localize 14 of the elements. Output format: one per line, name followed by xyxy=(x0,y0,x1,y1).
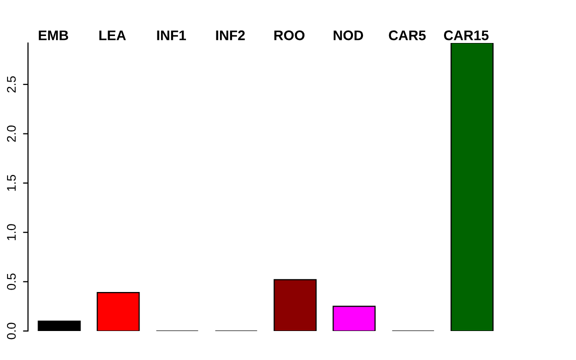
x-tick-label: EMB xyxy=(38,30,68,40)
x-tick-label: INF1 xyxy=(157,30,186,40)
x-tick-label: NOD xyxy=(334,30,364,40)
x-tick-label: CAR15 xyxy=(444,30,489,40)
x-tick-label: LEA xyxy=(99,30,126,40)
y-tick-label: 0.5 xyxy=(6,274,16,290)
y-tick-label: 2.0 xyxy=(6,126,16,142)
y-tick-label: 1.5 xyxy=(7,174,16,191)
x-tick-label: CAR5 xyxy=(388,30,426,40)
x-tick-label: ROO xyxy=(274,30,304,40)
x-tick-label: INF2 xyxy=(216,30,245,40)
y-tick-label: 2.5 xyxy=(6,76,16,92)
y-tick-label: 0.0 xyxy=(6,322,16,340)
y-tick-label: 1.0 xyxy=(6,224,16,240)
